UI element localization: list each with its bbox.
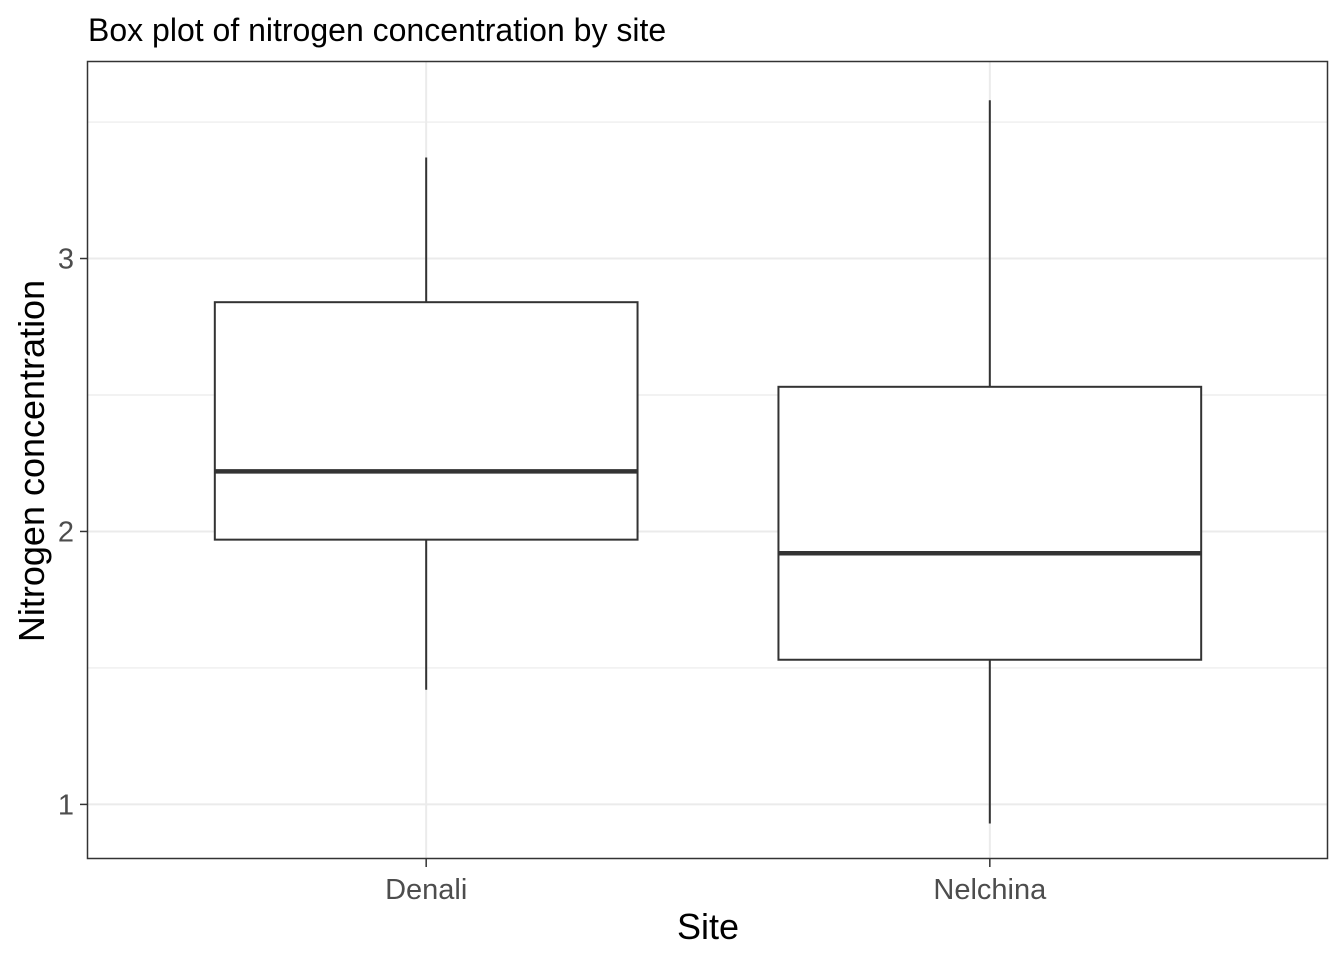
y-tick-label: 1 [58, 789, 74, 821]
chart-title: Box plot of nitrogen concentration by si… [88, 12, 666, 48]
y-tick-label: 2 [58, 516, 74, 548]
y-tick-label: 3 [58, 244, 74, 276]
box-iqr-nelchina [777, 385, 1203, 661]
box-series [213, 100, 1203, 824]
panel-border [86, 60, 1329, 860]
box-iqr-denali [213, 301, 639, 541]
y-axis-title: Nitrogen concentration [11, 280, 52, 642]
x-axis-title: Site [677, 906, 739, 947]
x-tick-label: Denali [385, 874, 467, 906]
axes: 1 2 3 Denali Nelchina [58, 244, 1047, 906]
x-tick-label: Nelchina [933, 874, 1047, 906]
